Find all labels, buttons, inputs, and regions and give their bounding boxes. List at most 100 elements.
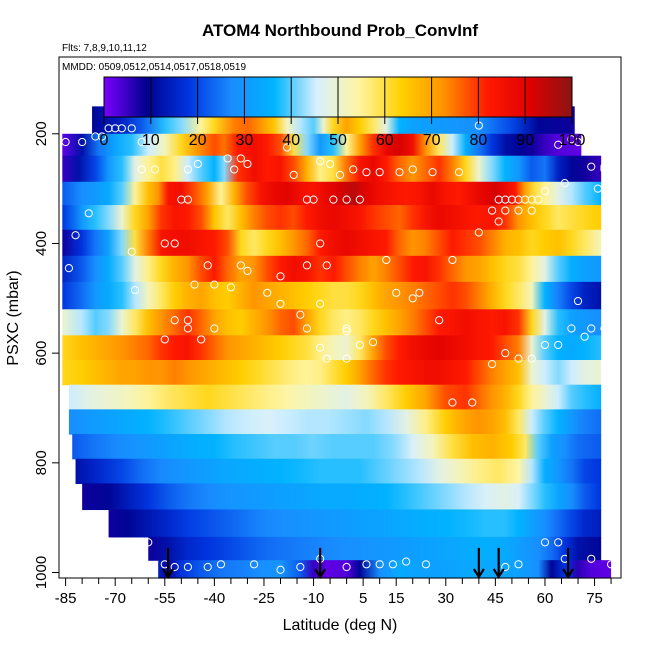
colorbar-tick-label: 0	[100, 132, 109, 149]
y-tick-label: 200	[33, 121, 50, 146]
x-axis-label: Latitude (deg N)	[283, 617, 398, 634]
data-point	[527, 206, 536, 215]
data-point	[276, 272, 285, 281]
data-point	[395, 168, 404, 177]
heatmap-row	[75, 458, 602, 484]
data-point	[117, 124, 126, 133]
data-point	[487, 206, 497, 215]
data-point	[78, 137, 87, 147]
data-point	[216, 560, 226, 569]
data-point	[593, 184, 602, 193]
data-point	[415, 288, 424, 297]
y-tick-label: 1000	[33, 556, 50, 589]
heatmap-row	[68, 409, 602, 435]
x-tick-label: -70	[104, 590, 126, 607]
data-point	[230, 165, 239, 174]
colorbar: 0 10 20 30 40 50 60 70 80 90 100	[100, 76, 585, 149]
data-point	[375, 168, 384, 177]
data-point	[193, 159, 202, 169]
x-tick-label: -40	[204, 590, 226, 607]
data-point	[197, 335, 206, 344]
data-point	[342, 562, 351, 572]
flight-arrowhead	[314, 568, 327, 579]
data-point	[170, 239, 179, 248]
heatmap-row	[62, 229, 602, 257]
data-point	[342, 354, 351, 363]
heatmap-row	[62, 133, 582, 157]
data-point	[554, 340, 563, 350]
x-tick-label: -10	[303, 590, 325, 607]
data-point	[567, 324, 576, 333]
data-point	[494, 195, 503, 204]
data-point	[137, 137, 146, 147]
flights-note: Flts: 7,8,9,10,11,12	[62, 43, 147, 54]
data-point	[408, 165, 417, 174]
data-point	[600, 324, 609, 333]
heatmap-row	[62, 281, 602, 310]
x-tick-label: -55	[154, 590, 176, 607]
data-point	[97, 132, 107, 141]
data-point	[600, 162, 609, 171]
y-axis-label: PSXC (mbar)	[5, 270, 22, 365]
data-point	[243, 266, 252, 275]
data-point	[428, 168, 437, 177]
data-point	[236, 154, 245, 163]
heatmap-row	[82, 483, 602, 511]
colorbar-tick-label: 40	[282, 132, 300, 149]
data-point	[362, 560, 371, 569]
data-point	[316, 299, 325, 308]
data-point	[111, 124, 120, 133]
data-point	[322, 354, 331, 363]
x-axis: -85 -70 -55 -40 -25 -10 5 15 30 45 60 75	[55, 578, 612, 607]
y-tick-label: 800	[33, 450, 50, 475]
data-point	[368, 338, 378, 347]
data-point	[249, 560, 259, 569]
data-point	[435, 316, 444, 325]
data-point	[349, 165, 358, 174]
x-tick-label: 45	[487, 590, 504, 607]
data-point	[421, 560, 431, 569]
data-point	[203, 261, 212, 270]
x-tick-label: 30	[437, 590, 454, 607]
data-point	[316, 157, 325, 166]
data-point	[587, 162, 596, 171]
data-point	[127, 247, 136, 256]
data-point	[362, 168, 371, 177]
data-point	[316, 239, 325, 248]
data-point	[137, 165, 146, 174]
flight-arrowhead	[472, 568, 485, 579]
data-point	[160, 335, 169, 344]
data-point	[501, 562, 510, 572]
heatmap-layer	[62, 106, 612, 579]
colorbar-tick-label: 80	[470, 132, 488, 149]
heatmap-row	[62, 360, 602, 386]
data-point	[514, 206, 523, 215]
data-point	[130, 285, 140, 295]
data-point	[388, 560, 397, 569]
data-point	[302, 195, 312, 204]
data-point	[573, 137, 583, 147]
data-point	[335, 170, 345, 180]
data-point	[494, 217, 503, 226]
heatmap-row	[62, 335, 602, 361]
data-point	[61, 137, 70, 147]
heatmap-row	[62, 255, 602, 283]
data-point	[223, 154, 232, 163]
data-point	[514, 354, 523, 363]
x-tick-label: -25	[253, 590, 275, 607]
data-point	[150, 165, 159, 174]
data-point	[283, 143, 292, 152]
data-point	[514, 560, 523, 569]
flight-arrowhead	[162, 568, 175, 579]
data-point	[170, 316, 179, 325]
heatmap-row	[68, 384, 602, 410]
data-point	[554, 140, 563, 149]
data-point	[487, 360, 497, 369]
data-point	[507, 195, 517, 204]
data-point	[501, 195, 510, 204]
data-point	[573, 296, 583, 306]
heatmap-row	[62, 309, 602, 336]
data-point	[289, 170, 298, 180]
data-point	[91, 132, 100, 141]
data-point	[276, 299, 285, 308]
